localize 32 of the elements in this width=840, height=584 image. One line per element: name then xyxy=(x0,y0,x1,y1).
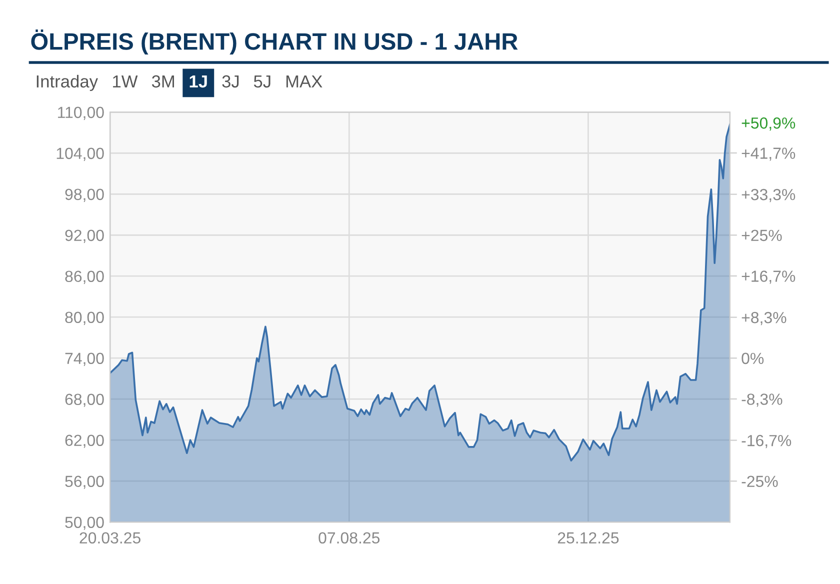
y2-tick-label: +16,7% xyxy=(742,270,796,284)
y-tick-label: 86,00 xyxy=(65,270,104,284)
y2-tick-label: +41,7% xyxy=(742,148,796,161)
chart-title: ÖLPREIS (BRENT) CHART IN USD - 1 JAHR xyxy=(31,29,518,55)
annotation: +50,9% xyxy=(742,117,796,131)
y2-tick-label: -16,7% xyxy=(742,434,792,448)
y-tick-label: 98,00 xyxy=(65,188,104,202)
text: 1W xyxy=(113,75,138,88)
text: MAX xyxy=(286,75,322,88)
y2-tick-label: +8,3% xyxy=(742,312,786,326)
y2-tick-label: +33,3% xyxy=(742,188,796,202)
y2-tick-label: -8,3% xyxy=(742,394,782,407)
text: 3M xyxy=(152,75,174,88)
y-tick-label: 92,00 xyxy=(65,230,104,243)
y-tick-label: 74,00 xyxy=(65,352,104,366)
y-tick-label: 50,00 xyxy=(65,516,104,530)
y2-tick-label: +25% xyxy=(742,230,782,242)
text: Intraday xyxy=(36,74,98,92)
x-tick-label: 20.03.25 xyxy=(80,532,140,544)
y-tick-label: 62,00 xyxy=(65,434,104,448)
text: 5J xyxy=(254,75,270,88)
y-tick-label: 110,00 xyxy=(58,106,104,120)
y2-tick-label: -25% xyxy=(742,476,778,488)
x-tick-label: 07.08.25 xyxy=(318,532,380,544)
x-tick-label: 25.12.25 xyxy=(558,532,619,544)
text: 3J xyxy=(222,75,239,88)
y-tick-label: 68,00 xyxy=(65,394,104,407)
text: 1J xyxy=(190,75,207,88)
y-tick-label: 104,00 xyxy=(56,148,104,161)
y2-tick-label: 0% xyxy=(742,352,764,364)
y-tick-label: 56,00 xyxy=(65,476,104,489)
y-tick-label: 80,00 xyxy=(65,312,104,325)
